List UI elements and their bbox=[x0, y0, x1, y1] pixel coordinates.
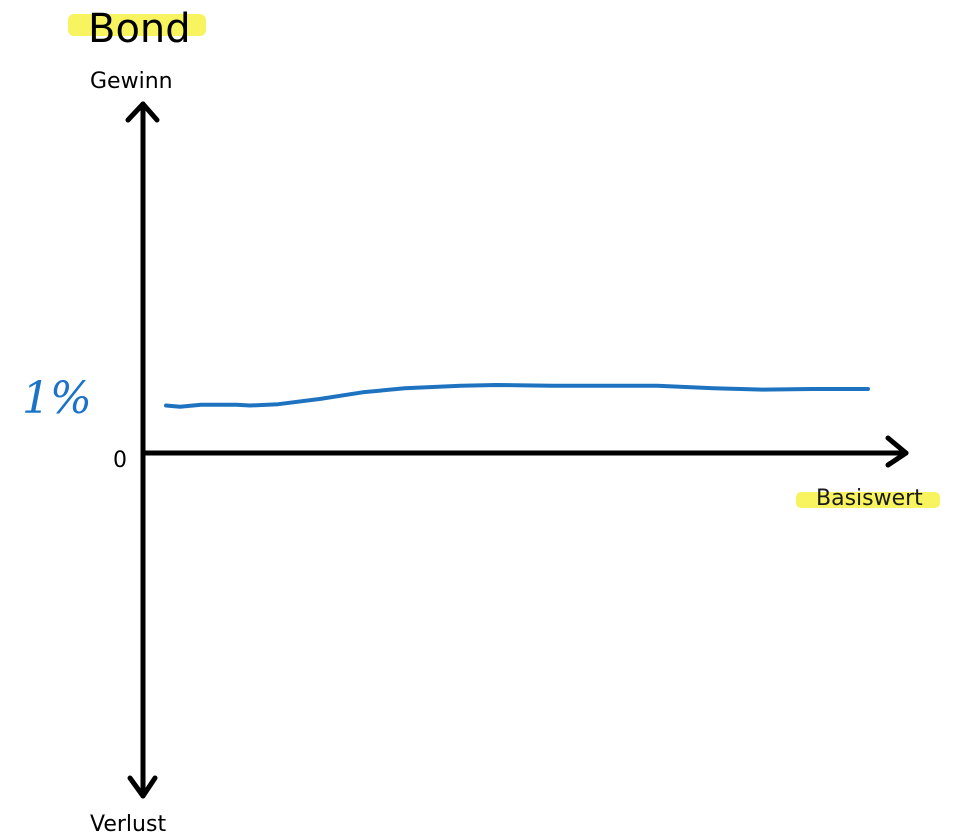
y-axis-arrow-up bbox=[125, 101, 160, 123]
y-axis-bottom-label: Verlust bbox=[90, 812, 166, 836]
x-axis-label: Basiswert bbox=[816, 486, 923, 511]
series-line-0 bbox=[164, 383, 870, 409]
percent-annotation: 1% bbox=[22, 373, 92, 424]
chart-title: Bond bbox=[88, 6, 191, 52]
series-layer bbox=[164, 383, 870, 409]
y-axis-top-label: Gewinn bbox=[90, 69, 173, 94]
title-highlight bbox=[68, 14, 206, 36]
origin-label: 0 bbox=[113, 448, 127, 473]
y-axis-arrow-down bbox=[127, 775, 158, 799]
xlabel-highlight bbox=[796, 492, 940, 508]
x-axis-arrow bbox=[885, 435, 909, 468]
